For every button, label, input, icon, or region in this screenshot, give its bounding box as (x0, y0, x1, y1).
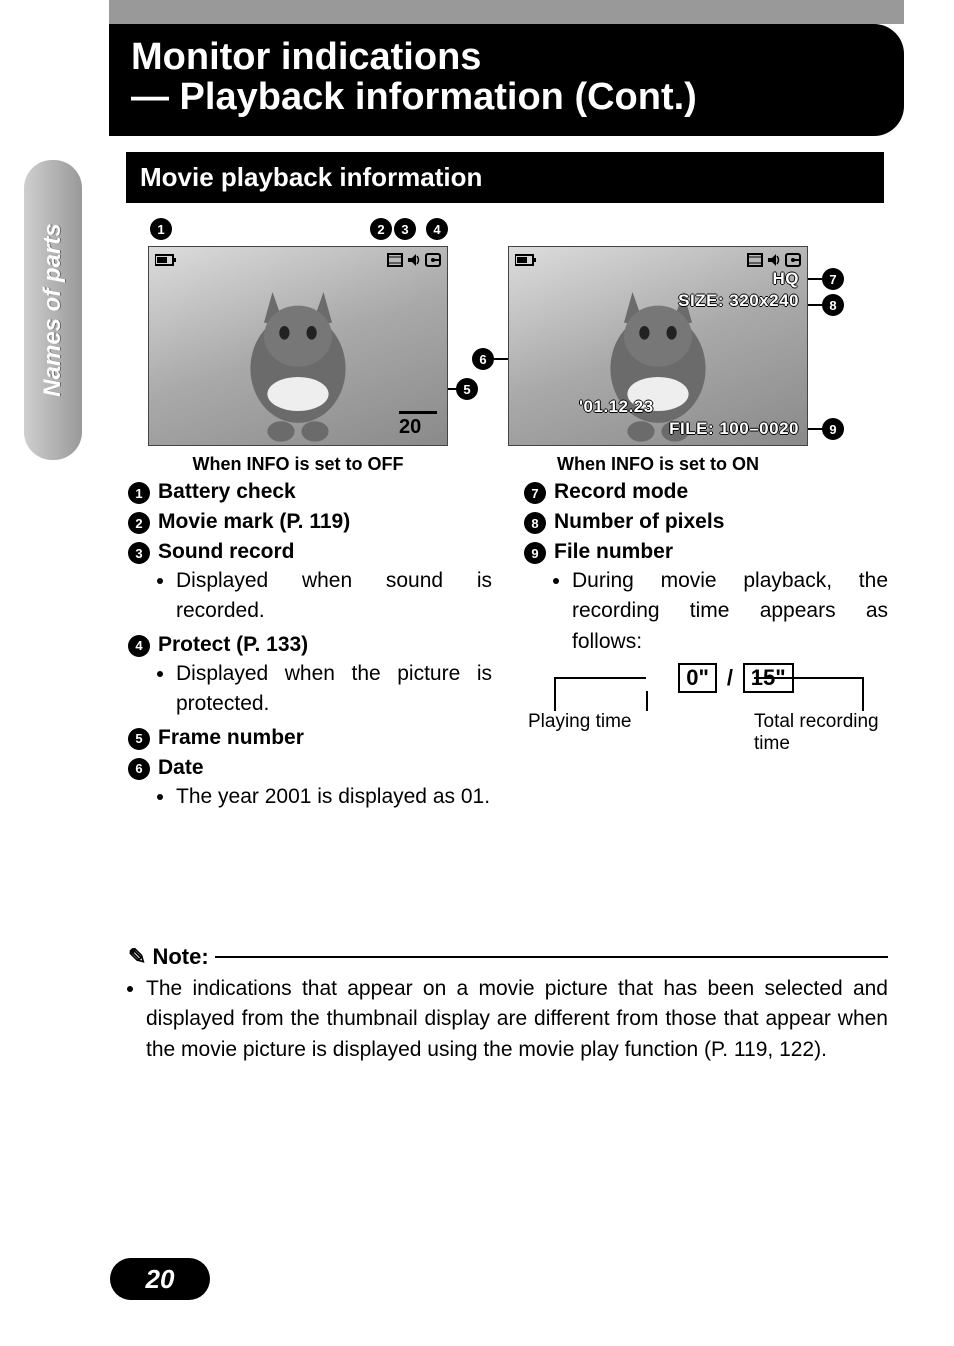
item-9-sub: During movie playback, the recording tim… (572, 566, 888, 657)
top-grey-bar (109, 0, 904, 24)
playing-time-box: 0" (678, 663, 717, 693)
note-body-list: The indications that appear on a movie p… (128, 974, 888, 1065)
item-7: 7 Record mode (524, 480, 888, 504)
note-pencil-icon: ✎ (128, 944, 146, 970)
callout-1: 1 (150, 218, 172, 240)
note-body: The indications that appear on a movie p… (146, 974, 888, 1065)
note-head: ✎ Note: (128, 944, 888, 970)
item-8-label: Number of pixels (554, 510, 724, 534)
item-4: 4 Protect (P. 133) Displayed when the pic… (128, 633, 492, 720)
battery-icon (155, 253, 177, 267)
item-7-num: 7 (524, 482, 546, 504)
total-time-label: Total recording time (754, 711, 888, 755)
screen-right: HQ SIZE: 320x240 '01.12.23 FILE: 100–002… (508, 246, 808, 446)
item-4-label: Protect (P. 133) (158, 633, 308, 657)
definitions: 1 Battery check 2 Movie mark (P. 119) 3 Sou… (128, 480, 888, 818)
protect-icon (425, 253, 441, 267)
note-head-label: Note: (152, 944, 208, 970)
callout-line-9 (808, 428, 826, 430)
callout-3: 3 (394, 218, 416, 240)
item-3-label: Sound record (158, 540, 295, 564)
item-2-label: Movie mark (P. 119) (158, 510, 350, 534)
cat-image (213, 275, 383, 445)
time-sep: / (723, 665, 737, 690)
note-rule (215, 956, 888, 958)
osd-hq: HQ (773, 269, 800, 289)
callout-2: 2 (370, 218, 392, 240)
item-9-num: 9 (524, 542, 546, 564)
osd-size: SIZE: 320x240 (678, 291, 799, 311)
item-6: 6 Date The year 2001 is displayed as 01. (128, 756, 492, 812)
defs-col-right: 7 Record mode 8 Number of pixels 9 File num… (524, 480, 888, 818)
item-5-num: 5 (128, 728, 150, 750)
item-7-label: Record mode (554, 480, 688, 504)
side-tab-label: Names of parts (39, 223, 67, 396)
top-icons-right (387, 253, 441, 267)
figure-left-wrap: 1 2 3 4 5 (128, 218, 448, 475)
item-5: 5 Frame number (128, 726, 492, 750)
item-8-num: 8 (524, 512, 546, 534)
tline-left-h (554, 677, 646, 679)
note-block: ✎ Note: The indications that appear on a… (128, 944, 888, 1065)
item-1-num: 1 (128, 482, 150, 504)
battery-icon-r (515, 253, 537, 267)
time-diagram: 0" / 15" Playing time Total recording ti… (584, 663, 888, 733)
sound-icon (407, 253, 421, 267)
caption-right: When INFO is set to ON (508, 454, 808, 475)
callout-4: 4 (426, 218, 448, 240)
callout-line-7 (808, 278, 826, 280)
item-3-sub: Displayed when sound is recorded. (176, 566, 492, 627)
side-tab: Names of parts (24, 160, 82, 460)
frame-number-value: 20 (399, 416, 421, 438)
page-header: Monitor indications — Playback informati… (109, 24, 904, 136)
header-line2: — Playback information (Cont.) (131, 78, 882, 118)
item-9-label: File number (554, 540, 673, 564)
callout-line-8 (808, 304, 826, 306)
item-2: 2 Movie mark (P. 119) (128, 510, 492, 534)
tline-left-v (646, 691, 648, 711)
item-5-label: Frame number (158, 726, 304, 750)
item-4-sub: Displayed when the picture is protected. (176, 659, 492, 720)
header-line1: Monitor indications (131, 38, 882, 78)
item-3-num: 3 (128, 542, 150, 564)
figure-row: 1 2 3 4 5 (128, 218, 888, 475)
item-3: 3 Sound record Displayed when sound is re… (128, 540, 492, 627)
page-number: 20 (110, 1258, 210, 1300)
caption-left: When INFO is set to OFF (148, 454, 448, 475)
osd-date: '01.12.23 (579, 397, 654, 417)
item-6-label: Date (158, 756, 204, 780)
figure-right-wrap: 7 8 9 6 (508, 218, 808, 475)
item-6-num: 6 (128, 758, 150, 780)
screen-left: 20 (148, 246, 448, 446)
item-1: 1 Battery check (128, 480, 492, 504)
item-6-sub: The year 2001 is displayed as 01. (176, 782, 492, 812)
tline-right-h (754, 677, 864, 679)
tline-right-v (862, 677, 864, 711)
frame-number: 20 (399, 411, 437, 439)
item-1-label: Battery check (158, 480, 296, 504)
item-9: 9 File number During movie playback, the … (524, 540, 888, 657)
osd-file: FILE: 100–0020 (669, 419, 799, 439)
tline-left-v2 (554, 677, 556, 711)
defs-col-left: 1 Battery check 2 Movie mark (P. 119) 3 Sou… (128, 480, 492, 818)
top-icons-right-r (747, 253, 801, 267)
item-2-num: 2 (128, 512, 150, 534)
section-title: Movie playback information (126, 152, 884, 203)
movie-mark-icon (387, 253, 403, 267)
item-8: 8 Number of pixels (524, 510, 888, 534)
playing-time-label: Playing time (528, 711, 632, 733)
item-4-num: 4 (128, 635, 150, 657)
